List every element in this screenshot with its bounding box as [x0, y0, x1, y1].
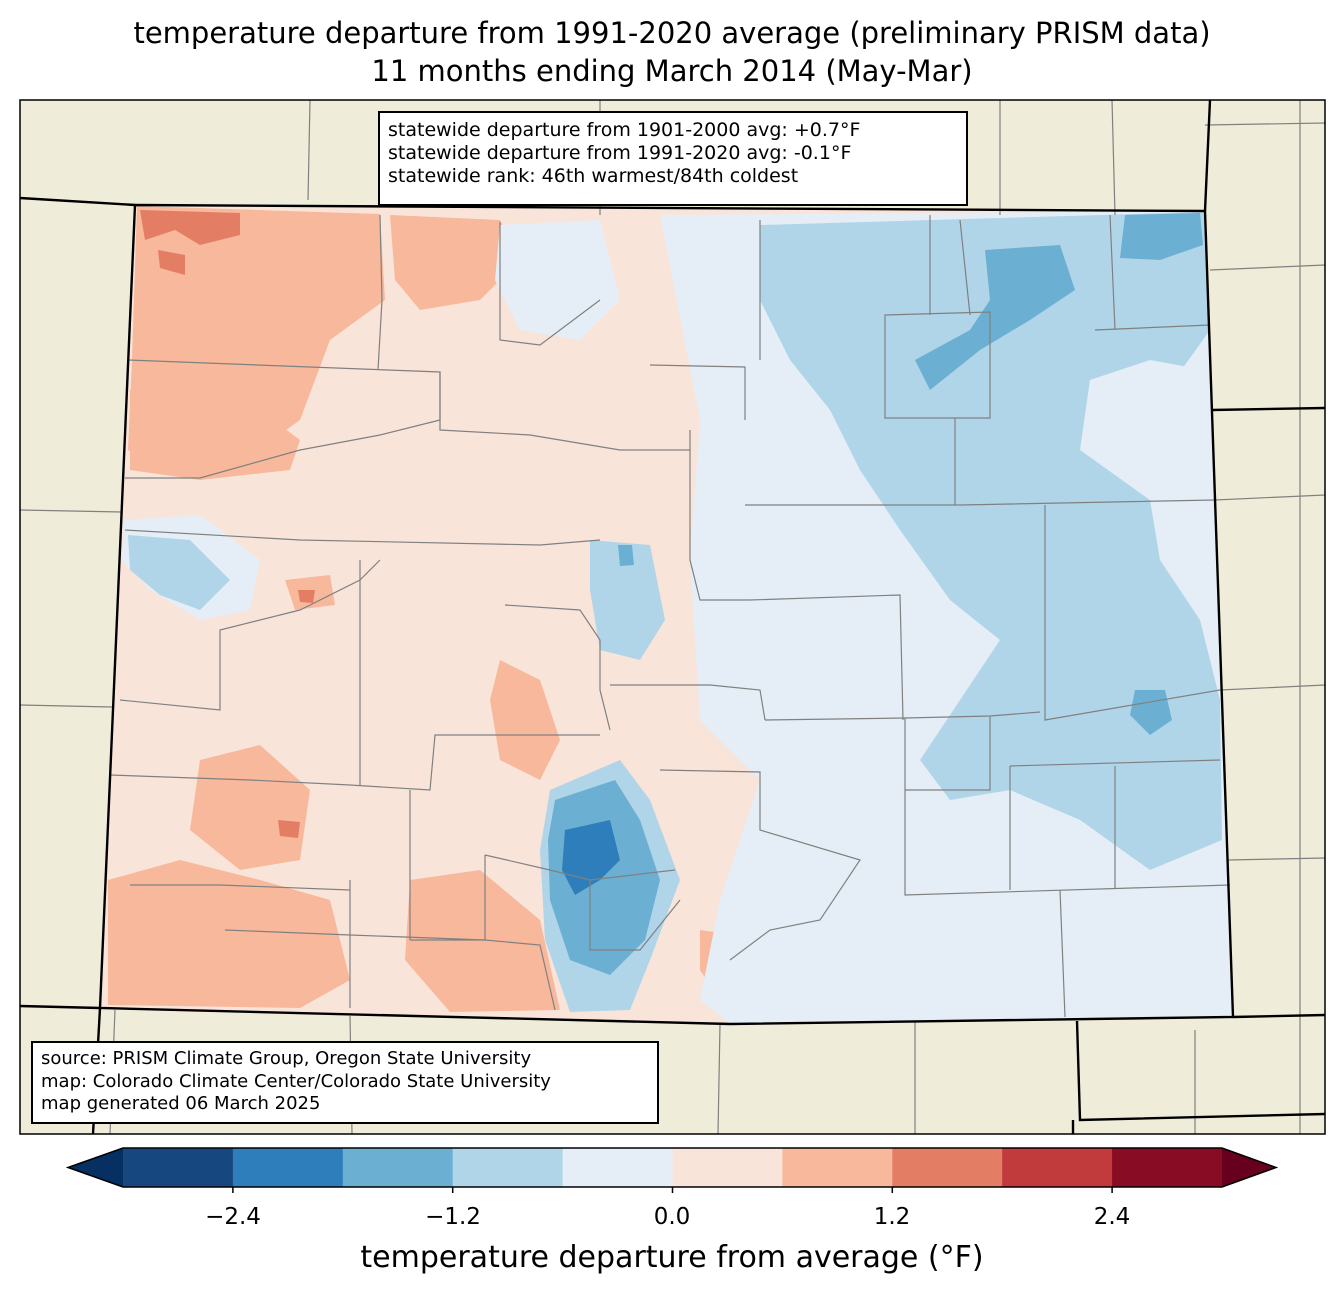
colorbar-bin: [892, 1148, 1003, 1187]
colorbar-extend-high: [1222, 1148, 1276, 1187]
stats-departure-1991-2020: statewide departure from 1991-2020 avg: …: [388, 142, 852, 164]
cool-core-east: [1130, 690, 1172, 735]
colorbar-bin: [1002, 1148, 1113, 1187]
cool-core-northeast-2: [1120, 213, 1203, 260]
warm-patch: [158, 250, 185, 275]
cool-region-northwest-core: [128, 535, 230, 610]
colorbar-bin: [123, 1148, 234, 1187]
stats-rank: statewide rank: 46th warmest/84th coldes…: [388, 165, 799, 187]
warm-patch: [278, 820, 300, 838]
warm-region-southcentral: [405, 870, 560, 1012]
colorbar-tick-label: 1.2: [873, 1204, 911, 1230]
statewide-stats-box: statewide departure from 1901-2000 avg: …: [378, 111, 968, 206]
colorbar-label: temperature departure from average (°F): [360, 1240, 984, 1275]
colorbar: [65, 1147, 1279, 1193]
colorbar-outline: [65, 1147, 1279, 1188]
cool-spot: [618, 545, 634, 566]
colorado-border: [98, 203, 1235, 1026]
stats-departure-1901-2000: statewide departure from 1901-2000 avg: …: [388, 119, 861, 141]
colorbar-bin: [1112, 1148, 1223, 1187]
neutral-patch-southeast: [730, 860, 1233, 1024]
source-map-credit: map: Colorado Climate Center/Colorado St…: [41, 1070, 551, 1092]
colorbar-extend-low: [68, 1148, 123, 1187]
map-title-line-1: temperature departure from 1991-2020 ave…: [133, 16, 1211, 50]
cool-region-front-range: [590, 540, 665, 660]
colorbar-bin: [782, 1148, 893, 1187]
colorbar-tick-label: −2.4: [205, 1204, 261, 1230]
colorbar-bin: [672, 1148, 783, 1187]
cool-core-northeast: [915, 245, 1075, 390]
map-frame: [19, 99, 1326, 1135]
neutral-patch-east: [1085, 360, 1212, 520]
cool-region-central: [495, 220, 620, 340]
warm-region-west: [130, 380, 300, 480]
temperature-field: [108, 206, 1233, 1024]
colorbar-bin: [232, 1148, 344, 1187]
source-generated-date: map generated 06 March 2025: [41, 1093, 321, 1114]
warm-region-san-luis: [490, 660, 560, 780]
source-box: source: PRISM Climate Group, Oregon Stat…: [31, 1041, 659, 1124]
colorbar-bin: [342, 1148, 454, 1187]
warm-region-southwest: [108, 860, 350, 1008]
colorbar-tick-label: 2.4: [1093, 1204, 1131, 1230]
warm-patch: [140, 210, 240, 245]
warm-region-southwest-2: [190, 745, 310, 870]
warm-patch: [298, 590, 315, 603]
warm-region-northcentral: [390, 215, 520, 310]
colorbar-bin: [562, 1148, 673, 1187]
colorbar-tick-label: −1.2: [425, 1204, 481, 1230]
source-prism: source: PRISM Climate Group, Oregon Stat…: [41, 1048, 532, 1069]
map-title-line-2: 11 months ending March 2014 (May-Mar): [371, 54, 973, 88]
colorbar-bin: [452, 1148, 564, 1187]
colorbar-tick-label: 0.0: [653, 1204, 691, 1230]
county-lines: [109, 214, 1231, 1018]
